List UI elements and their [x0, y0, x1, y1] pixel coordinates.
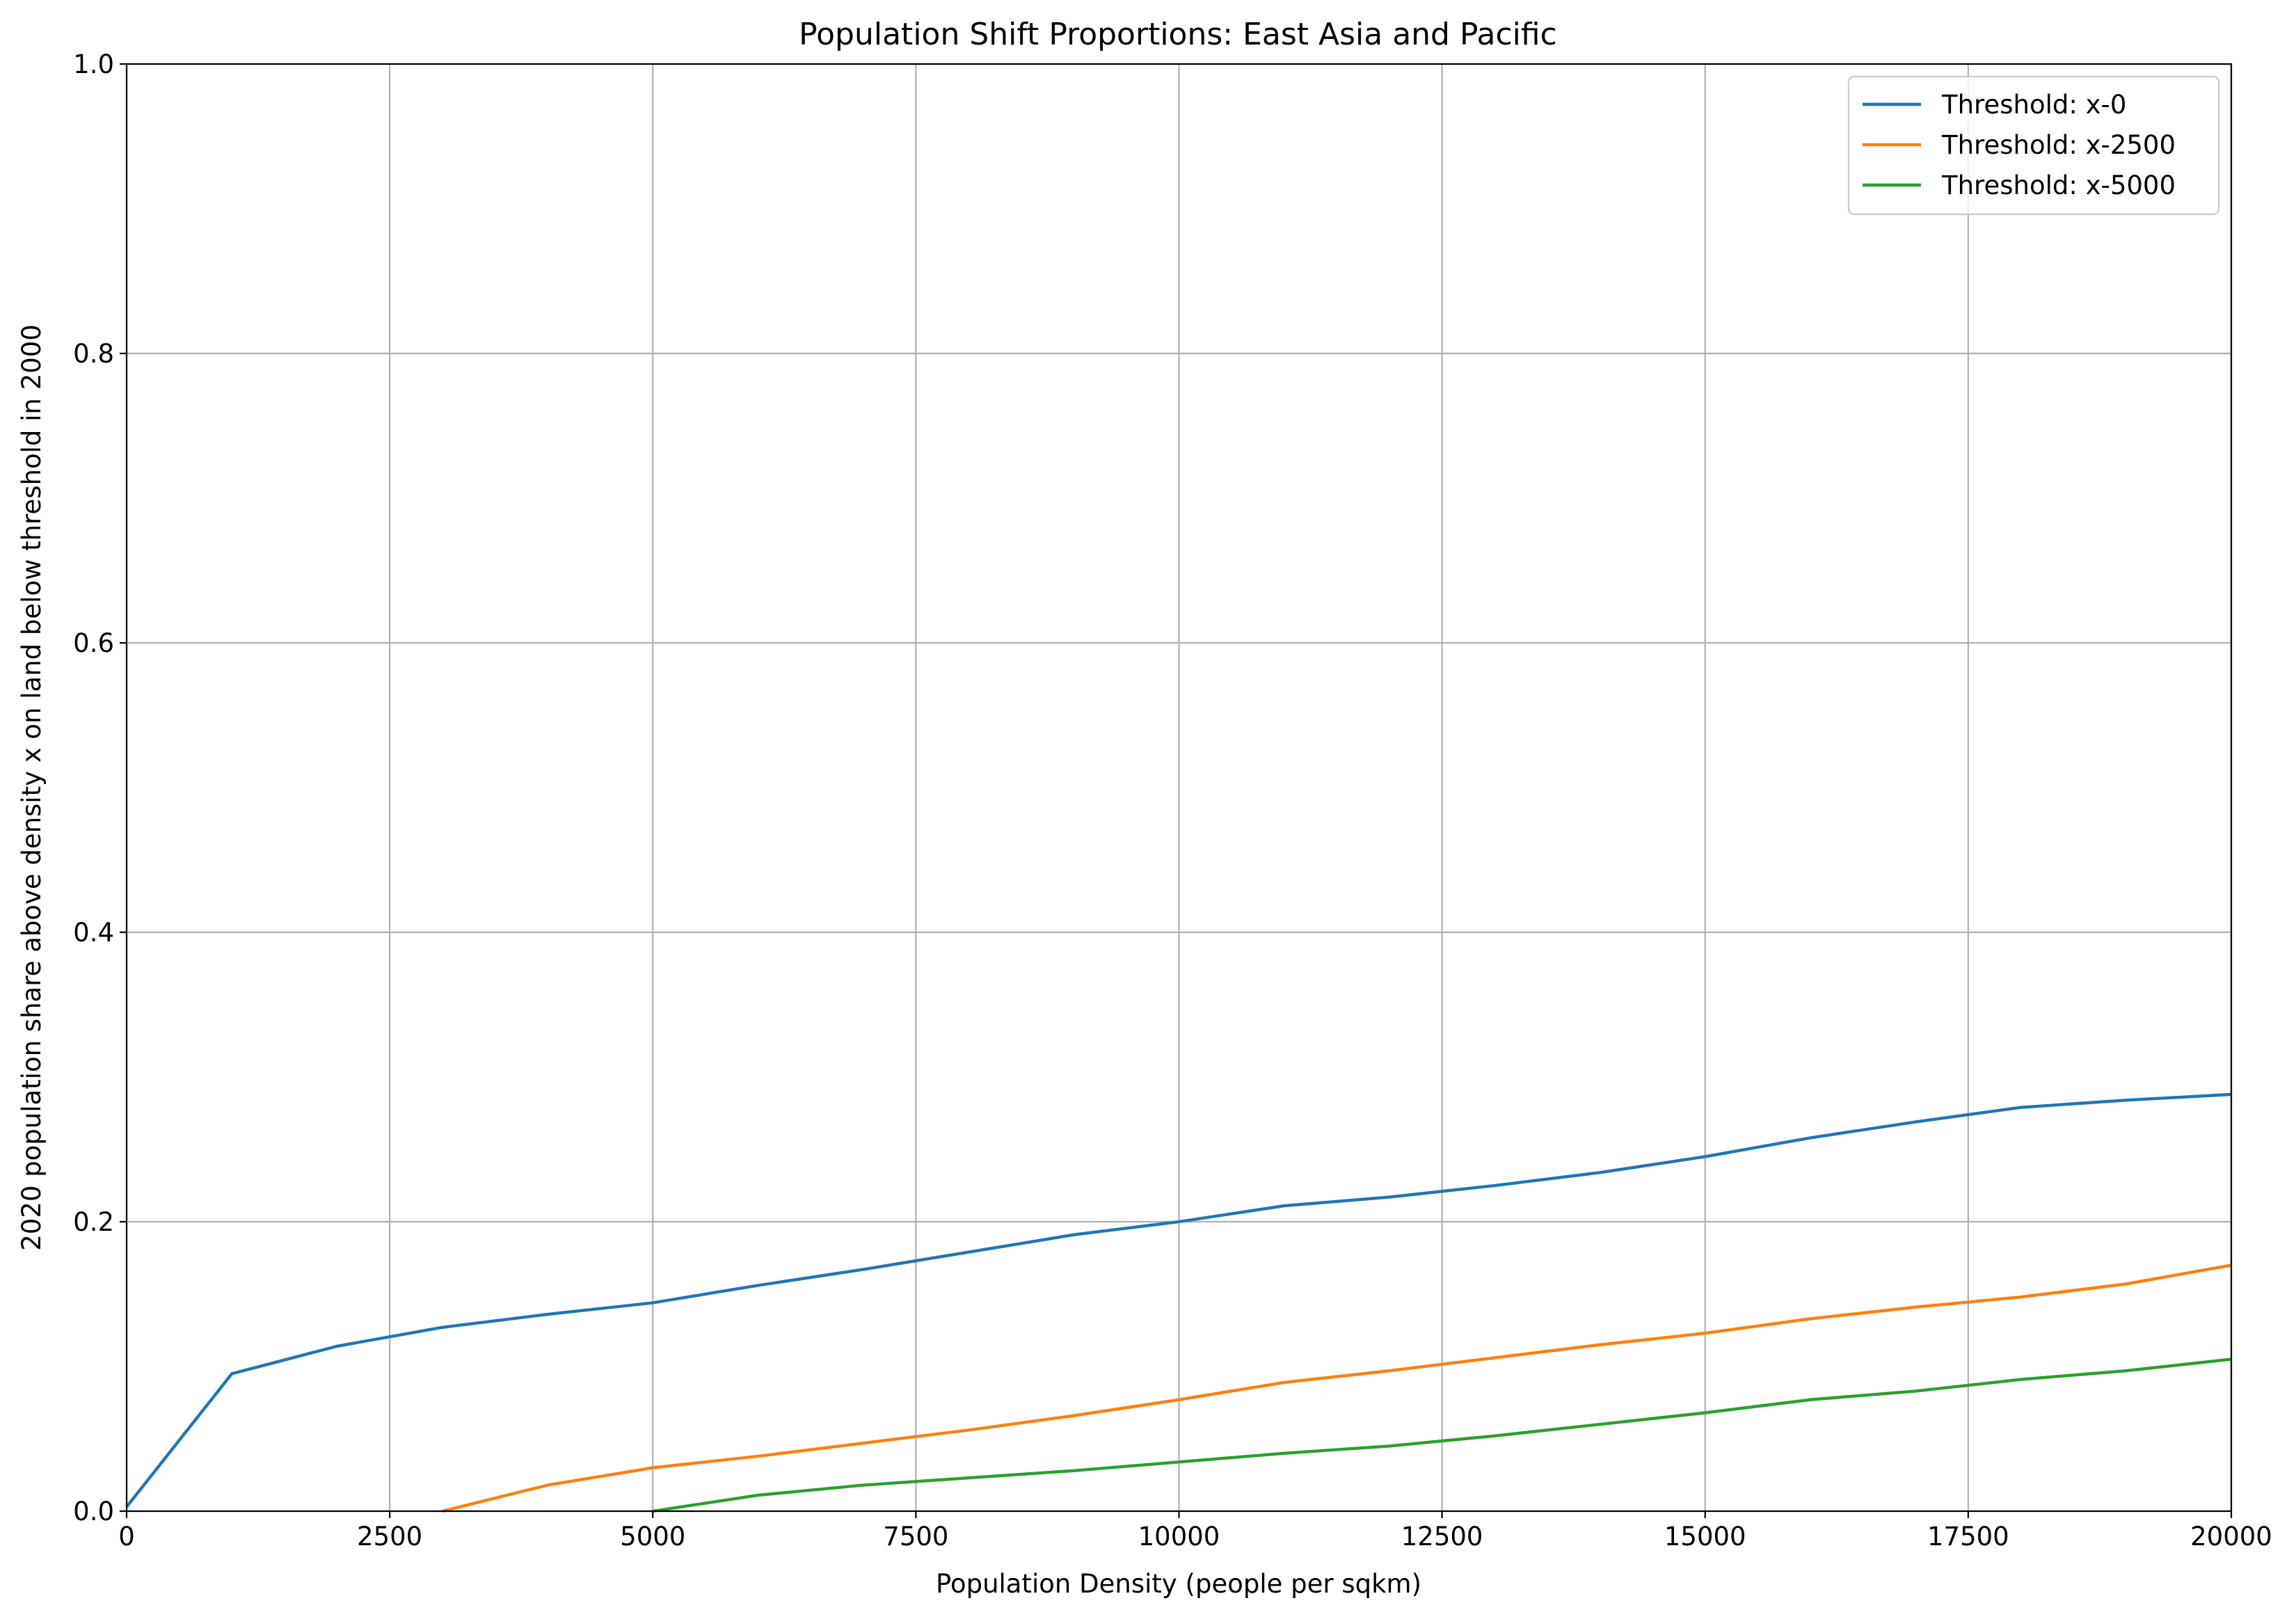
- grid-lines: [125, 63, 2233, 1513]
- series-line-1: [442, 1263, 2232, 1513]
- x-tick-label: 0: [118, 1522, 135, 1552]
- x-tick-label: 15000: [1664, 1522, 1746, 1552]
- x-tick-label: 2500: [357, 1522, 422, 1552]
- chart-title: Population Shift Proportions: East Asia …: [799, 17, 1557, 52]
- legend: Threshold: x-0 Threshold: x-2500 Threshold…: [1847, 75, 2220, 216]
- x-tick-label: 7500: [883, 1522, 948, 1552]
- series-lines: [125, 1092, 2232, 1513]
- legend-box: [1847, 75, 2220, 216]
- x-tick-label: 12500: [1401, 1522, 1483, 1552]
- y-tick-label: 0.8: [73, 339, 114, 369]
- x-tick-label: 20000: [2190, 1522, 2272, 1552]
- y-tick-label: 0.0: [73, 1497, 114, 1526]
- axis-ticks: 0 2500 5000 7500 10000 12500 15000 17500 20000 0.…: [73, 49, 2272, 1552]
- y-tick-label: 0.6: [73, 628, 114, 658]
- series-line-0: [125, 1092, 2232, 1508]
- x-axis-label: Population Density (people per sqkm): [936, 1569, 1421, 1599]
- x-tick-label: 5000: [620, 1522, 685, 1552]
- y-axis-label: 2020 population share above density x on…: [17, 324, 47, 1251]
- legend-label-0: Threshold: x-0: [1941, 90, 2126, 120]
- x-tick-label: 17500: [1927, 1522, 2009, 1552]
- series-line-2: [652, 1357, 2232, 1513]
- y-tick-label: 0.2: [73, 1207, 114, 1237]
- x-tick-label: 10000: [1138, 1522, 1220, 1552]
- legend-label-2: Threshold: x-5000: [1941, 170, 2176, 200]
- y-tick-label: 0.4: [73, 918, 114, 948]
- legend-label-1: Threshold: x-2500: [1941, 130, 2176, 160]
- y-tick-label: 1.0: [73, 49, 114, 79]
